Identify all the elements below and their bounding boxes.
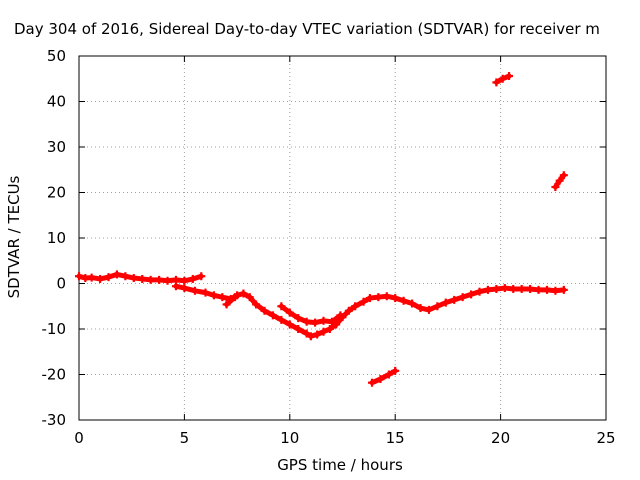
y-tick-label: 30 bbox=[47, 138, 66, 156]
y-tick-label: 20 bbox=[47, 184, 66, 202]
x-tick-label: 5 bbox=[180, 429, 190, 447]
data-band-segment bbox=[224, 294, 238, 307]
data-points bbox=[75, 72, 568, 387]
axis-ticks bbox=[78, 55, 607, 421]
data-band-segment bbox=[386, 368, 398, 377]
x-tick-label: 25 bbox=[596, 429, 615, 447]
data-band-segment bbox=[190, 273, 204, 282]
y-tick-label: -20 bbox=[42, 366, 67, 384]
y-axis-label: SDTVAR / TECUs bbox=[5, 175, 23, 299]
y-tick-label: 10 bbox=[47, 229, 66, 247]
y-tick-label: 50 bbox=[47, 47, 66, 65]
x-tick-label: 15 bbox=[386, 429, 405, 447]
x-tick-label: 20 bbox=[491, 429, 510, 447]
y-tick-label: 40 bbox=[47, 93, 66, 111]
y-tick-label: -30 bbox=[42, 411, 67, 429]
x-tick-label: 10 bbox=[280, 429, 299, 447]
tick-labels: 0 5 10 15 20 25 -30 -20 -10 0 10 20 30 40 50 bbox=[42, 47, 616, 447]
x-tick-label: 0 bbox=[74, 429, 84, 447]
chart-title: Day 304 of 2016, Sidereal Day-to-day VTE… bbox=[14, 20, 600, 38]
data-band-segment bbox=[557, 172, 567, 184]
data-band-segment bbox=[500, 73, 512, 82]
data-band-segment bbox=[552, 287, 567, 294]
y-tick-label: 0 bbox=[56, 275, 66, 293]
y-tick-label: -10 bbox=[42, 320, 67, 338]
x-axis-label: GPS time / hours bbox=[277, 456, 403, 474]
plot-frame bbox=[78, 55, 607, 421]
grid-lines bbox=[79, 56, 606, 420]
data-band-segment bbox=[329, 312, 343, 325]
